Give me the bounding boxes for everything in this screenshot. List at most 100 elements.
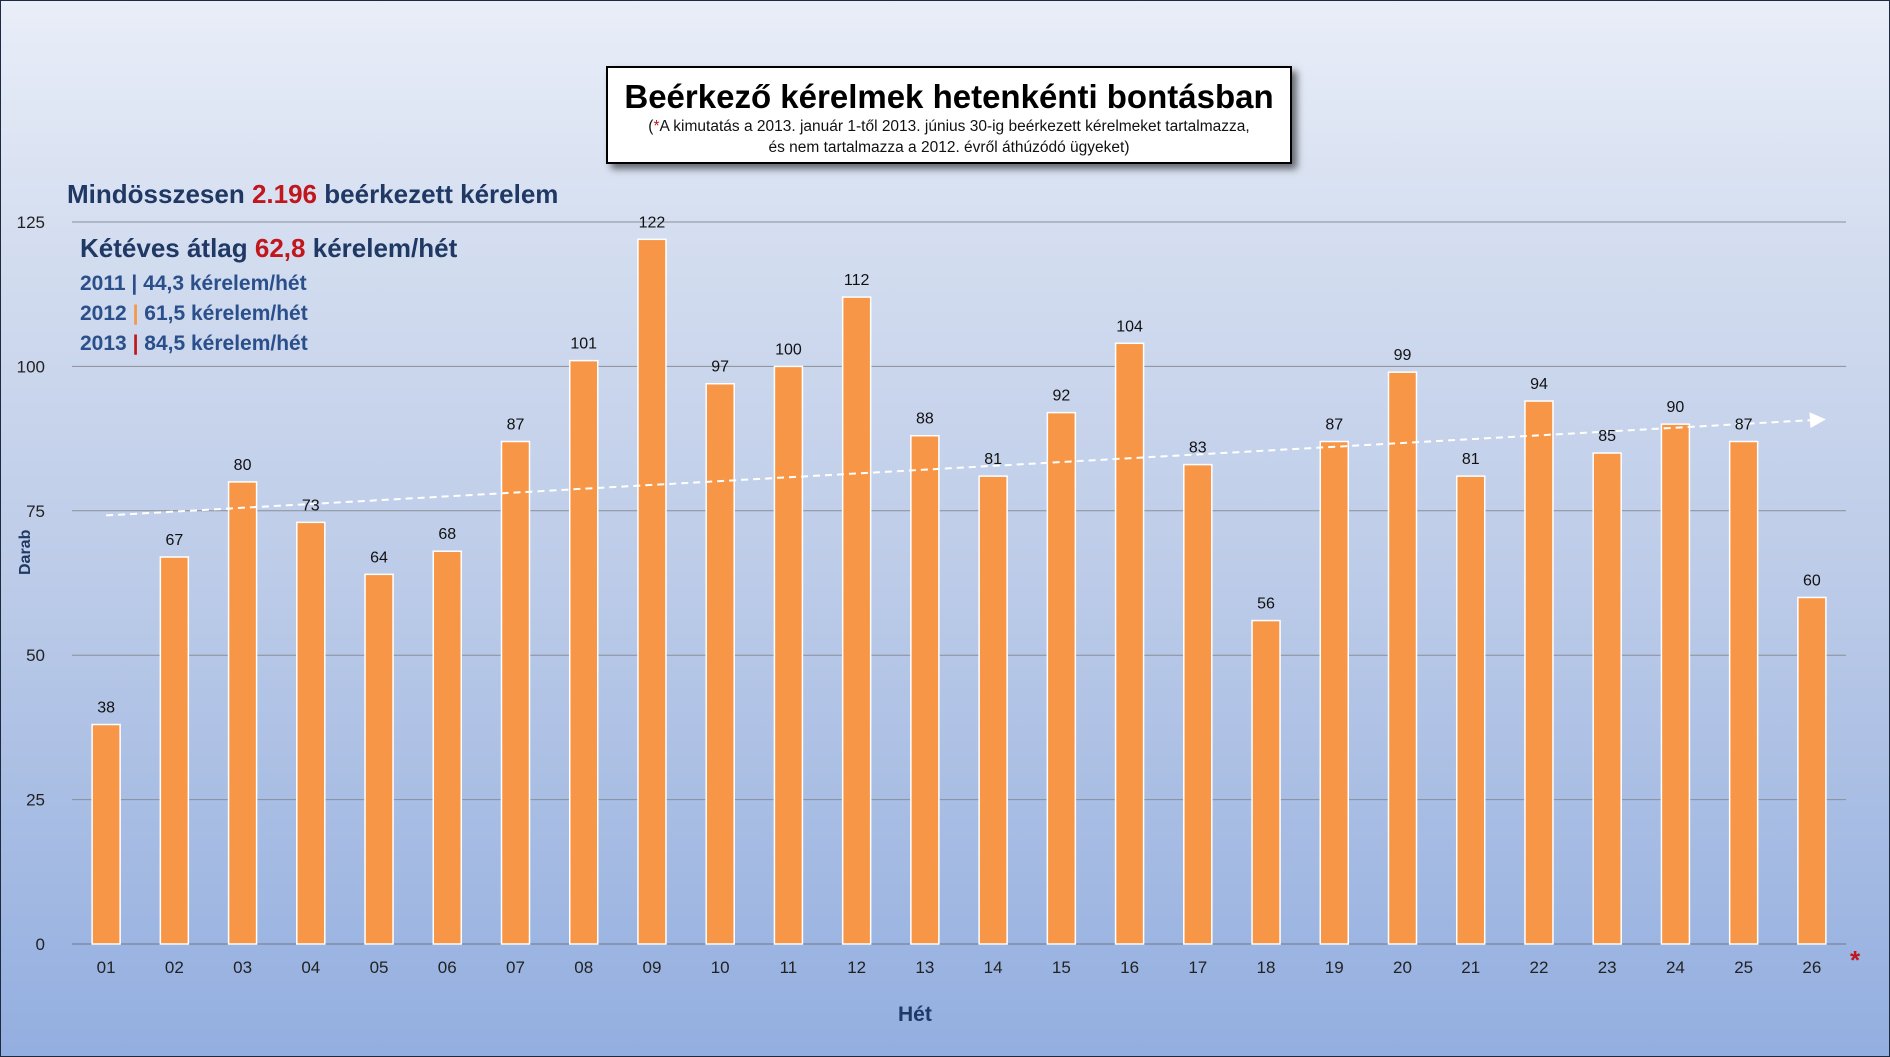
bars [91, 238, 1827, 945]
year-separator: | [131, 272, 138, 295]
note-text-1: A kimutatás a 2013. január 1-től 2013. j… [659, 118, 1250, 135]
two-year-average: Kétéves átlag 62,8 kérelem/hét [80, 233, 457, 264]
y-tick-label: 50 [26, 646, 45, 665]
year-label: 2013 [80, 332, 127, 355]
x-tick-label: 09 [643, 958, 662, 977]
bar [500, 440, 531, 945]
y-tick-label: 0 [36, 935, 45, 954]
bar-value-label: 80 [234, 457, 252, 474]
yearly-average-2012: 2012 | 61,5 kérelem/hét [80, 299, 457, 329]
bar-value-label: 87 [1735, 416, 1753, 433]
x-tick-label: 02 [165, 958, 184, 977]
note-open-paren: ( [648, 118, 654, 135]
bar [432, 550, 463, 945]
avg-suffix: kérelem/hét [312, 233, 458, 263]
bar-value-label: 85 [1598, 428, 1616, 445]
x-tick-label: 25 [1734, 958, 1753, 977]
bar [364, 573, 394, 945]
note-star: * [653, 118, 660, 135]
y-axis-label: Darab [17, 529, 34, 575]
total-suffix: beérkezett kérelem [324, 179, 559, 209]
y-tick-label: 125 [17, 213, 45, 232]
bar [227, 481, 258, 945]
x-tick-label: 24 [1666, 958, 1685, 977]
x-tick-label: 01 [97, 958, 116, 977]
bar-value-label: 56 [1257, 596, 1275, 613]
bar [159, 556, 190, 945]
x-tick-label: 22 [1530, 958, 1549, 977]
footnote-star: * [1850, 945, 1861, 975]
x-tick-label: 05 [370, 958, 389, 977]
bar-value-label: 112 [844, 272, 870, 289]
x-tick-label: 04 [301, 958, 320, 977]
data-labels: 38 67 80 73 64 68 87 101 122 97 100 112 88 81 92 104 83 5… [97, 214, 1821, 716]
bar-value-label: 101 [570, 336, 597, 353]
total-value: 2.196 [251, 179, 318, 209]
bar [1455, 475, 1486, 945]
bar [1592, 452, 1622, 945]
x-tick-label: 11 [780, 958, 798, 977]
bar-value-label: 67 [165, 532, 183, 549]
bar [841, 296, 872, 945]
x-tick-label: 26 [1802, 958, 1821, 977]
y-tick-label: 25 [26, 791, 45, 810]
bar-value-label: 81 [1462, 451, 1480, 468]
year-average-text: 61,5 kérelem/hét [144, 302, 308, 325]
chart-title-box: Beérkező kérelmek hetenkénti bontásban (… [606, 66, 1292, 164]
bar-value-label: 94 [1530, 376, 1548, 393]
x-tick-label: 17 [1188, 958, 1207, 977]
bar [1114, 342, 1145, 945]
bar-value-label: 87 [1325, 416, 1343, 433]
year-average-text: 44,3 kérelem/hét [143, 272, 307, 295]
bar [1660, 423, 1691, 945]
x-tick-label: 19 [1325, 958, 1344, 977]
x-tick-label: 16 [1120, 958, 1139, 977]
x-tick-label: 13 [915, 958, 934, 977]
x-tick-label: 07 [506, 958, 525, 977]
bar-value-label: 92 [1052, 388, 1070, 405]
bar-value-label: 88 [916, 411, 934, 428]
bar-value-label: 100 [775, 341, 802, 358]
chart-title: Beérkező kérelmek hetenkénti bontásban [624, 78, 1274, 115]
x-tick-label: 12 [847, 958, 866, 977]
bar-value-label: 99 [1394, 347, 1412, 364]
bar [1797, 596, 1827, 945]
bar [91, 723, 121, 945]
x-tick-label: 08 [574, 958, 593, 977]
bar [296, 521, 326, 945]
bar [910, 434, 940, 945]
bar-value-label: 104 [1116, 318, 1143, 335]
trendline [106, 412, 1826, 517]
bar [1046, 411, 1077, 945]
bar-value-label: 73 [302, 497, 320, 514]
x-tick-label: 23 [1598, 958, 1617, 977]
y-tick-label: 75 [26, 502, 45, 521]
year-label: 2011 [80, 272, 126, 295]
bar-value-label: 60 [1803, 572, 1821, 589]
bar [568, 359, 599, 945]
bar [1387, 371, 1418, 945]
bar-value-label: 64 [370, 549, 388, 566]
total-prefix: Mindösszesen [67, 179, 245, 209]
x-tick-label: 15 [1052, 958, 1071, 977]
x-tick-label: 06 [438, 958, 457, 977]
yearly-average-2011: 2011 | 44,3 kérelem/hét [80, 269, 457, 299]
y-axis-ticks: 0 25 50 75 100 125 [17, 213, 45, 954]
bar [1728, 440, 1759, 945]
bar [1251, 619, 1281, 945]
x-tick-label: 10 [711, 958, 730, 977]
bar [1183, 463, 1213, 945]
bar [637, 238, 667, 945]
bar-value-label: 68 [438, 526, 456, 543]
bar-value-label: 81 [984, 451, 1002, 468]
x-axis-label: Hét [898, 1003, 932, 1026]
x-tick-label: 21 [1461, 958, 1480, 977]
year-separator: | [132, 332, 139, 355]
avg-prefix: Kétéves átlag [80, 233, 248, 263]
year-separator: | [132, 302, 139, 325]
bar [773, 365, 804, 945]
yearly-average-2013: 2013 | 84,5 kérelem/hét [80, 329, 457, 359]
bar [1524, 400, 1554, 945]
x-tick-label: 18 [1257, 958, 1276, 977]
